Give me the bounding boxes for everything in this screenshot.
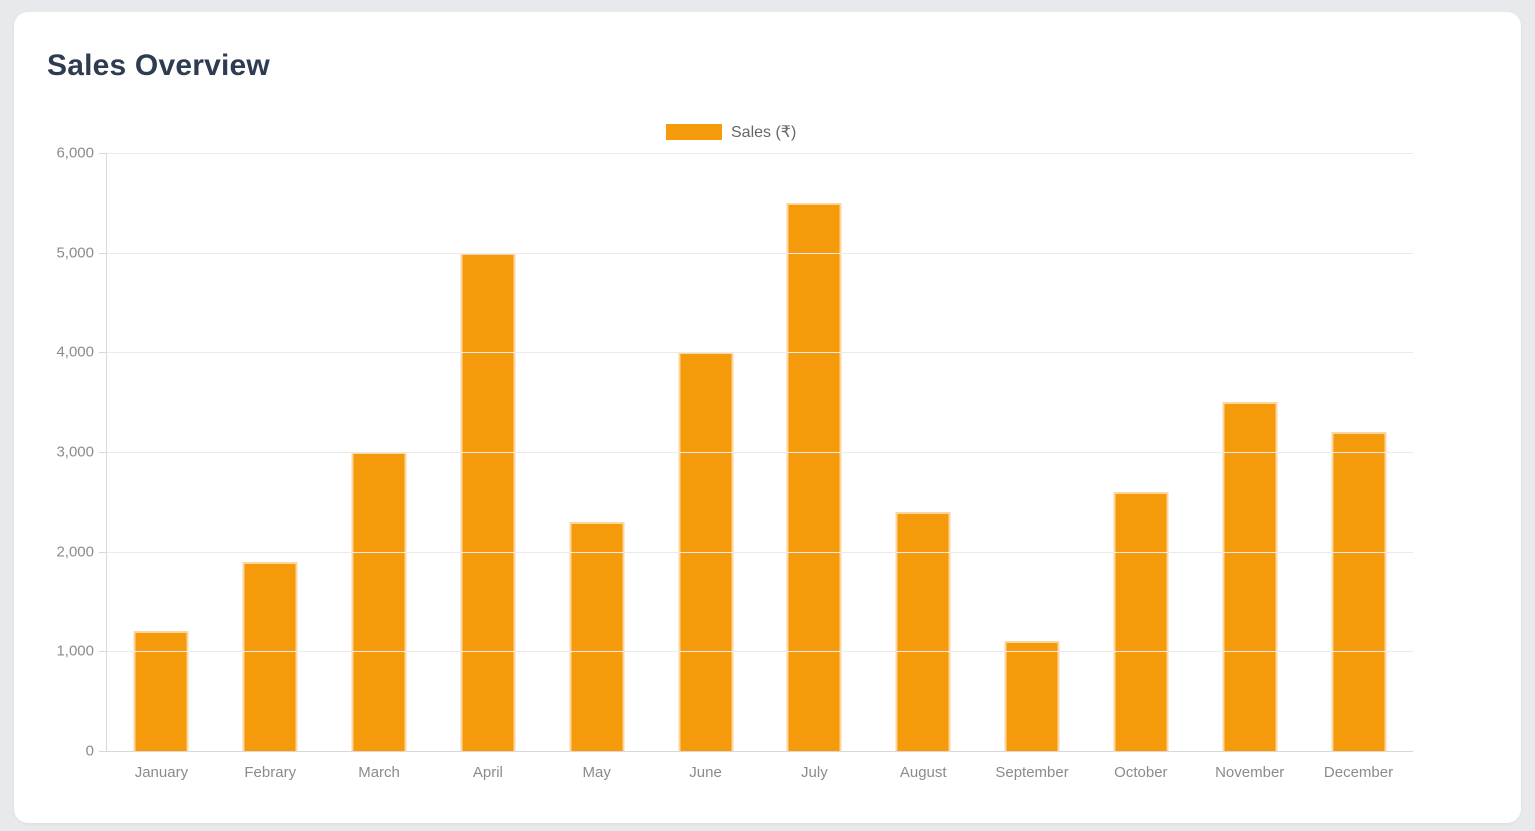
bar-column-october: October	[1086, 153, 1195, 781]
bar-column-september: September	[978, 153, 1087, 781]
y-axis-tick	[99, 651, 106, 653]
y-axis-label: 1,000	[56, 642, 94, 660]
bar-march[interactable]	[351, 452, 407, 751]
gridline-5000	[107, 252, 1413, 254]
legend-label: Sales (₹)	[731, 124, 797, 141]
bar-july[interactable]	[786, 202, 842, 751]
legend-swatch-icon	[666, 124, 722, 140]
y-axis-tick	[99, 352, 106, 354]
bar-october[interactable]	[1113, 491, 1169, 751]
gridline-1000	[107, 651, 1413, 653]
x-axis-label-may: May	[582, 764, 611, 781]
x-axis-label-march: March	[358, 764, 400, 781]
x-axis-label-december: December	[1323, 764, 1394, 781]
bar-column-november: November	[1195, 153, 1304, 781]
gridline-2000	[107, 551, 1413, 553]
bar-april[interactable]	[460, 252, 516, 751]
x-axis-label-october: October	[1114, 764, 1168, 781]
sales-overview-card: Sales Overview Sales (₹) January Febrary M…	[14, 12, 1521, 823]
gridline-3000	[107, 452, 1413, 453]
bar-december[interactable]	[1331, 432, 1387, 751]
x-axis-label-april: April	[472, 764, 503, 781]
y-axis-label: 0	[85, 742, 94, 760]
gridline-6000	[107, 153, 1413, 154]
bar-column-december: December	[1304, 153, 1413, 781]
y-axis-tick	[99, 153, 106, 154]
plot-area: January Febrary March April May June July Augus…	[56, 145, 1413, 781]
y-axis-tick	[99, 751, 106, 752]
bar-september[interactable]	[1004, 641, 1060, 751]
y-axis-label: 3,000	[56, 443, 94, 461]
x-axis-label-january: January	[134, 764, 189, 781]
y-axis-label: 2,000	[56, 543, 94, 561]
legend-item-sales[interactable]: Sales (₹)	[666, 122, 796, 142]
bar-column-febrary: Febrary	[216, 153, 325, 781]
y-axis-label: 4,000	[56, 343, 94, 361]
bar-november[interactable]	[1222, 402, 1278, 751]
bar-febrary[interactable]	[242, 561, 298, 751]
gridline-4000	[107, 352, 1413, 354]
x-axis-label-june: June	[689, 764, 722, 781]
bar-column-march: March	[325, 153, 434, 781]
y-axis-tick	[99, 252, 106, 254]
y-axis-label: 5,000	[56, 244, 94, 262]
bar-column-july: July	[760, 153, 869, 781]
x-axis-label-september: September	[995, 764, 1069, 781]
y-axis-label: 6,000	[56, 144, 94, 162]
x-axis-label-august: August	[899, 764, 947, 781]
y-axis-tick	[99, 551, 106, 553]
x-axis-label-july: July	[801, 764, 828, 781]
chart-title: Sales Overview	[47, 49, 270, 82]
y-axis-tick	[99, 452, 106, 453]
bar-column-may: May	[542, 153, 651, 781]
bar-column-april: April	[433, 153, 542, 781]
x-axis-label-febrary: Febrary	[244, 764, 297, 781]
bar-january[interactable]	[133, 631, 189, 751]
bar-august[interactable]	[895, 511, 951, 751]
bar-may[interactable]	[569, 521, 625, 751]
x-axis-label-november: November	[1215, 764, 1285, 781]
